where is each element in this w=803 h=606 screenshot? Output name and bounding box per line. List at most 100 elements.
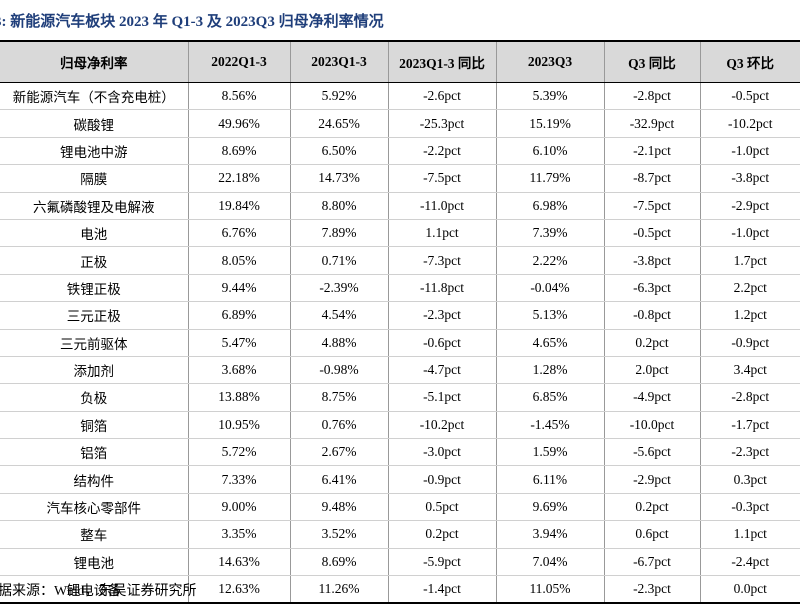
cell: -0.9pct (699, 329, 800, 357)
column-header: Q3 环比 (699, 40, 800, 83)
cell: 3.35% (187, 520, 290, 549)
cell: 11.05% (495, 575, 604, 605)
table-row: 汽车核心零部件 9.00% 9.48% 0.5pct 9.69% 0.2pct -0.3pc… (0, 493, 800, 522)
row-label: 锂电池中游 (0, 137, 188, 166)
cell: 0.2pct (603, 329, 700, 357)
row-label: 整车 (0, 520, 188, 549)
cell: -0.9pct (387, 465, 496, 494)
cell: 8.69% (289, 548, 388, 577)
cell: -6.7pct (603, 548, 700, 577)
cell: -3.0pct (387, 438, 496, 467)
cell: -2.6pct (387, 82, 496, 111)
table-row: 正极 8.05% 0.71% -7.3pct 2.22% -3.8pct 1.7pct (0, 246, 800, 275)
cell: -2.9pct (603, 465, 700, 494)
cell: -3.8pct (603, 246, 700, 275)
row-label: 三元前驱体 (0, 329, 188, 357)
cell: 1.28% (495, 356, 604, 385)
cell: -2.8pct (603, 82, 700, 111)
cell: 14.73% (289, 164, 388, 193)
cell: 0.2pct (603, 493, 700, 522)
cell: 49.96% (187, 109, 290, 138)
column-header: 2022Q1-3 (187, 40, 290, 83)
cell: 5.92% (289, 82, 388, 111)
cell: 0.2pct (387, 520, 496, 549)
cell: 2.67% (289, 438, 388, 467)
cell: -1.0pct (699, 137, 800, 166)
row-label: 三元正极 (0, 301, 188, 330)
table-row: 铜箔 10.95% 0.76% -10.2pct -1.45% -10.0pct -1.7p… (0, 411, 800, 440)
cell: 9.00% (187, 493, 290, 522)
cell: -2.4pct (699, 548, 800, 577)
row-label: 负极 (0, 383, 188, 412)
row-label: 新能源汽车（不含充电桩） (0, 82, 188, 111)
table-row: 结构件 7.33% 6.41% -0.9pct 6.11% -2.9pct 0.3pct (0, 465, 800, 494)
column-header: 2023Q1-3 同比 (387, 40, 496, 83)
table-row: 铁锂正极 9.44% -2.39% -11.8pct -0.04% -6.3pct 2.2p… (0, 274, 800, 303)
cell: -2.1pct (603, 137, 700, 166)
cell: 7.39% (495, 219, 604, 248)
table: 归母净利率 2022Q1-3 2023Q1-3 2023Q1-3 同比 2023Q3 Q3… (0, 40, 800, 605)
table-row: 六氟磷酸锂及电解液 19.84% 8.80% -11.0pct 6.98% -7.5pct… (0, 192, 800, 220)
cell: 11.26% (289, 575, 388, 605)
cell: -0.3pct (699, 493, 800, 522)
row-label: 隔膜 (0, 164, 188, 193)
cell: -0.98% (289, 356, 388, 385)
cell: 9.48% (289, 493, 388, 522)
column-header: 2023Q3 (495, 40, 604, 83)
cell: 4.88% (289, 329, 388, 357)
row-label: 六氟磷酸锂及电解液 (0, 192, 188, 220)
table-row: 电池 6.76% 7.89% 1.1pct 7.39% -0.5pct -1.0pct (0, 219, 800, 248)
cell: 5.39% (495, 82, 604, 111)
row-label: 正极 (0, 246, 188, 275)
cell: -10.2pct (387, 411, 496, 440)
row-label: 锂电池 (0, 548, 188, 577)
cell: 4.54% (289, 301, 388, 330)
title: 3: 新能源汽车板块 2023 年 Q1-3 及 2023Q3 归母净利率情况 (0, 14, 384, 30)
cell: 5.72% (187, 438, 290, 467)
table-row: 新能源汽车（不含充电桩） 8.56% 5.92% -2.6pct 5.39% -2.8pc… (0, 82, 800, 111)
column-header: Q3 同比 (603, 40, 700, 83)
cell: 0.3pct (699, 465, 800, 494)
cell: 0.6pct (603, 520, 700, 549)
cell: 3.68% (187, 356, 290, 385)
cell: 6.85% (495, 383, 604, 412)
cell: -2.3pct (387, 301, 496, 330)
cell: -25.3pct (387, 109, 496, 138)
table-row: 三元正极 6.89% 4.54% -2.3pct 5.13% -0.8pct 1.2pct (0, 301, 800, 330)
cell: 6.98% (495, 192, 604, 220)
column-header: 归母净利率 (0, 40, 188, 83)
cell: 6.89% (187, 301, 290, 330)
cell: -5.1pct (387, 383, 496, 412)
cell: 6.50% (289, 137, 388, 166)
cell: 7.04% (495, 548, 604, 577)
cell: -3.8pct (699, 164, 800, 193)
table-row: 添加剂 3.68% -0.98% -4.7pct 1.28% 2.0pct 3.4pct (0, 356, 800, 385)
cell: 8.75% (289, 383, 388, 412)
cell: -1.7pct (699, 411, 800, 440)
table-row: 碳酸锂 49.96% 24.65% -25.3pct 15.19% -32.9pct -10… (0, 109, 800, 138)
cell: -10.0pct (603, 411, 700, 440)
cell: -0.5pct (603, 219, 700, 248)
cell: 1.2pct (699, 301, 800, 330)
cell: 9.69% (495, 493, 604, 522)
table-row: 锂电设备 12.63% 11.26% -1.4pct 11.05% -2.3pct 0.0p… (0, 575, 800, 605)
cell: 0.76% (289, 411, 388, 440)
cell: -2.8pct (699, 383, 800, 412)
cell: -0.6pct (387, 329, 496, 357)
table-row: 三元前驱体 5.47% 4.88% -0.6pct 4.65% 0.2pct -0.9pct (0, 329, 800, 357)
column-header: 2023Q1-3 (289, 40, 388, 83)
cell: 7.89% (289, 219, 388, 248)
table-row: 锂电池 14.63% 8.69% -5.9pct 7.04% -6.7pct -2.4pct (0, 548, 800, 577)
cell: 8.56% (187, 82, 290, 111)
cell: 11.79% (495, 164, 604, 193)
row-label: 电池 (0, 219, 188, 248)
cell: 1.59% (495, 438, 604, 467)
cell: 10.95% (187, 411, 290, 440)
cell: 24.65% (289, 109, 388, 138)
cell: 2.22% (495, 246, 604, 275)
row-label: 添加剂 (0, 356, 188, 385)
cell: 12.63% (187, 575, 290, 605)
cell: 2.2pct (699, 274, 800, 303)
row-label: 锂电设备 (0, 575, 188, 605)
cell: 9.44% (187, 274, 290, 303)
